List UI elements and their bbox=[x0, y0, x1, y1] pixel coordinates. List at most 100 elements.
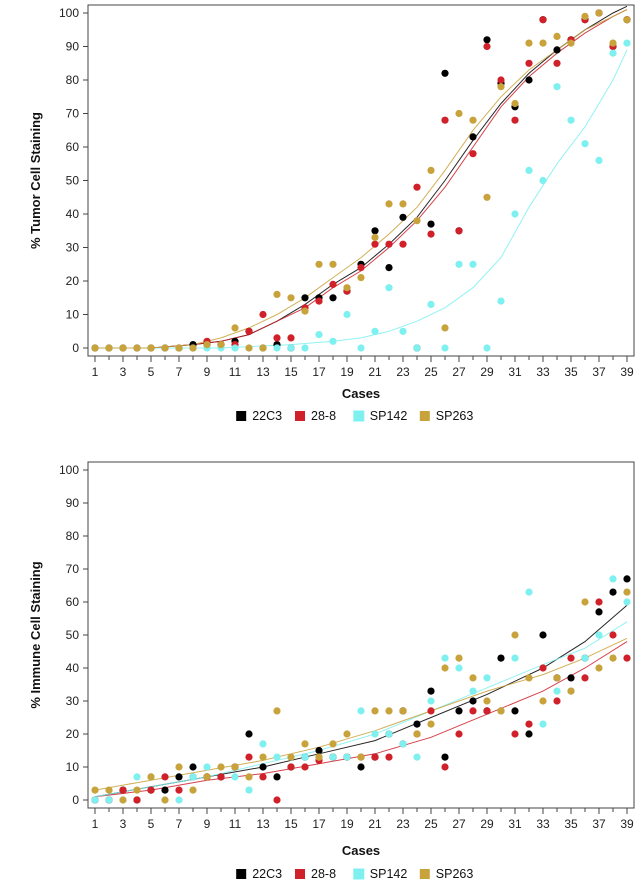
x-tick-label: 5 bbox=[148, 365, 155, 379]
legend-swatch-22c3 bbox=[236, 869, 247, 879]
data-point-sp142 bbox=[245, 786, 253, 794]
data-point-sp142 bbox=[427, 300, 435, 308]
data-point-sp263 bbox=[105, 786, 113, 794]
data-point-sp142 bbox=[301, 344, 309, 352]
data-point-28-8 bbox=[609, 631, 617, 639]
data-point-sp263 bbox=[581, 12, 589, 20]
data-point-sp263 bbox=[623, 588, 631, 596]
data-point-22c3 bbox=[441, 69, 449, 77]
data-point-22c3 bbox=[427, 220, 435, 228]
x-tick-label: 15 bbox=[284, 817, 298, 831]
legend-swatch-28-8 bbox=[295, 869, 305, 879]
data-point-sp142 bbox=[385, 284, 393, 292]
x-tick-label: 35 bbox=[564, 365, 578, 379]
y-tick-label: 90 bbox=[66, 40, 80, 54]
data-point-28-8 bbox=[553, 697, 561, 705]
data-point-sp263 bbox=[343, 730, 351, 738]
data-point-22c3 bbox=[259, 763, 267, 771]
data-point-sp142 bbox=[329, 753, 337, 761]
data-point-sp142 bbox=[525, 166, 533, 174]
legend-swatch-sp263 bbox=[419, 869, 430, 879]
data-point-sp142 bbox=[581, 654, 589, 662]
data-point-sp142 bbox=[189, 773, 197, 781]
y-tick-label: 80 bbox=[66, 73, 80, 87]
data-point-22c3 bbox=[469, 697, 477, 705]
data-point-22c3 bbox=[399, 213, 407, 221]
data-point-sp142 bbox=[483, 344, 491, 352]
data-point-28-8 bbox=[385, 753, 393, 761]
data-point-22c3 bbox=[553, 46, 561, 54]
legend: 22C3 28-8 SP142 SP263 bbox=[236, 867, 473, 881]
data-point-sp263 bbox=[301, 307, 309, 315]
legend-label-22c3: 22C3 bbox=[252, 867, 282, 881]
data-point-sp263 bbox=[315, 753, 323, 761]
data-point-sp142 bbox=[399, 327, 407, 335]
data-point-22c3 bbox=[539, 631, 547, 639]
data-point-sp142 bbox=[371, 730, 379, 738]
data-point-sp142 bbox=[91, 796, 99, 804]
data-point-sp142 bbox=[427, 697, 435, 705]
x-tick-label: 27 bbox=[452, 365, 466, 379]
legend-label-28-8: 28-8 bbox=[311, 867, 336, 881]
data-point-sp263 bbox=[469, 674, 477, 682]
x-tick-label: 7 bbox=[176, 365, 183, 379]
data-point-sp263 bbox=[287, 753, 295, 761]
data-point-sp263 bbox=[511, 631, 519, 639]
data-point-sp142 bbox=[385, 730, 393, 738]
data-point-sp263 bbox=[595, 664, 603, 672]
data-point-sp142 bbox=[371, 327, 379, 335]
data-point-28-8 bbox=[371, 753, 379, 761]
data-point-sp263 bbox=[455, 109, 463, 118]
y-tick-label: 100 bbox=[59, 463, 79, 477]
x-tick-label: 29 bbox=[480, 365, 494, 379]
data-point-28-8 bbox=[315, 297, 323, 305]
data-point-sp263 bbox=[385, 707, 393, 715]
data-point-sp142 bbox=[525, 588, 533, 596]
data-point-sp263 bbox=[231, 763, 239, 771]
data-point-28-8 bbox=[441, 763, 449, 771]
data-point-22c3 bbox=[175, 773, 183, 781]
data-point-28-8 bbox=[287, 334, 295, 342]
x-tick-label: 19 bbox=[340, 817, 354, 831]
x-tick-label: 21 bbox=[368, 817, 382, 831]
data-point-22c3 bbox=[511, 707, 519, 715]
data-point-sp263 bbox=[455, 654, 463, 662]
x-tick-label: 15 bbox=[284, 365, 298, 379]
y-tick-label: 50 bbox=[66, 174, 80, 188]
data-point-28-8 bbox=[469, 150, 477, 158]
y-tick-label: 30 bbox=[66, 241, 80, 255]
data-point-sp263 bbox=[357, 274, 365, 282]
data-point-sp263 bbox=[539, 697, 547, 705]
legend-swatch-28-8 bbox=[295, 411, 305, 421]
data-point-sp263 bbox=[273, 707, 281, 715]
data-point-sp263 bbox=[441, 324, 449, 332]
data-point-sp263 bbox=[567, 687, 575, 695]
x-tick-label: 7 bbox=[176, 817, 183, 831]
x-tick-label: 33 bbox=[536, 365, 550, 379]
data-point-22c3 bbox=[623, 575, 631, 583]
data-point-sp263 bbox=[91, 786, 99, 794]
x-tick-label: 3 bbox=[120, 817, 127, 831]
data-point-sp263 bbox=[595, 9, 603, 17]
data-point-sp263 bbox=[357, 753, 365, 761]
x-tick-label: 39 bbox=[620, 817, 634, 831]
data-point-sp142 bbox=[483, 674, 491, 682]
data-point-28-8 bbox=[357, 264, 365, 272]
data-point-sp263 bbox=[413, 730, 421, 738]
data-point-sp263 bbox=[245, 773, 253, 781]
data-point-sp263 bbox=[497, 83, 505, 91]
data-point-sp142 bbox=[441, 654, 449, 662]
data-point-28-8 bbox=[455, 227, 463, 235]
data-point-28-8 bbox=[469, 707, 477, 715]
data-point-28-8 bbox=[525, 720, 533, 728]
data-point-22c3 bbox=[469, 133, 477, 141]
y-tick-label: 100 bbox=[59, 6, 79, 20]
x-tick-label: 25 bbox=[424, 365, 438, 379]
data-point-28-8 bbox=[511, 730, 519, 738]
data-point-sp263 bbox=[427, 166, 435, 174]
data-point-28-8 bbox=[385, 240, 393, 248]
legend-label-28-8: 28-8 bbox=[311, 409, 336, 423]
data-point-sp263 bbox=[427, 720, 435, 728]
